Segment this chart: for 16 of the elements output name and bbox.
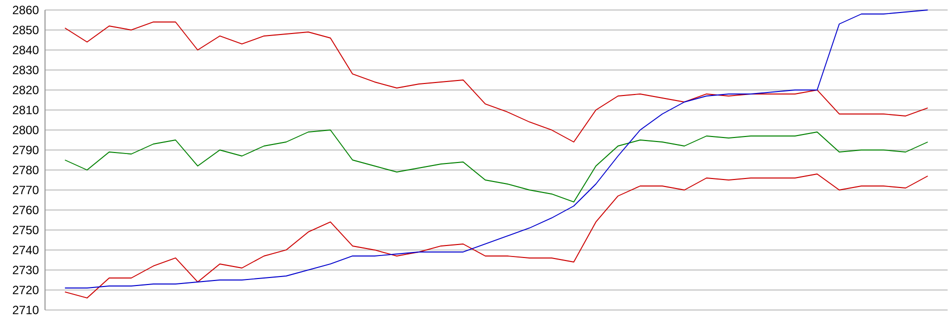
y-tick-label: 2840 xyxy=(12,46,39,54)
y-tick-label: 2720 xyxy=(12,286,39,294)
y-tick-label: 2790 xyxy=(12,146,39,154)
y-tick-label: 2770 xyxy=(12,186,39,194)
y-tick-label: 2860 xyxy=(12,6,39,14)
y-tick-label: 2850 xyxy=(12,26,39,34)
y-tick-label: 2730 xyxy=(12,266,39,274)
y-tick-label: 2760 xyxy=(12,206,39,214)
y-tick-label: 2710 xyxy=(12,306,39,314)
y-tick-label: 2800 xyxy=(12,126,39,134)
y-tick-label: 2780 xyxy=(12,166,39,174)
y-tick-label: 2750 xyxy=(12,226,39,234)
y-tick-label: 2830 xyxy=(12,66,39,74)
y-tick-label: 2740 xyxy=(12,246,39,254)
y-tick-label: 2820 xyxy=(12,86,39,94)
y-tick-label: 2810 xyxy=(12,106,39,114)
